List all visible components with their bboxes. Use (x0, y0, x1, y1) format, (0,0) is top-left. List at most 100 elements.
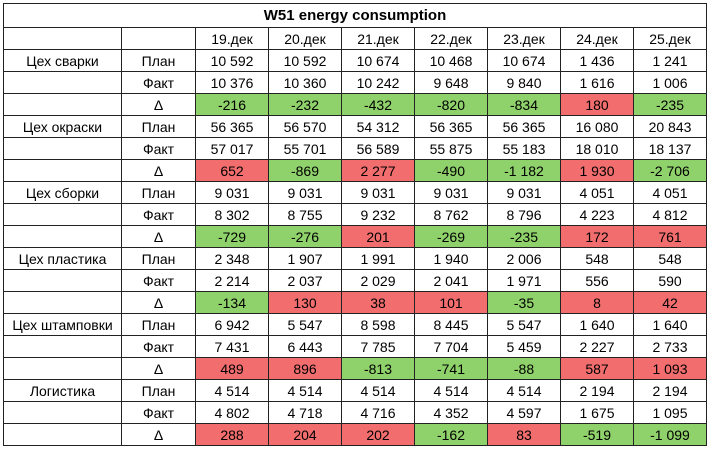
delta-cell: -134 (195, 291, 269, 314)
row-type-label: План (121, 247, 196, 270)
row-type-label: План (121, 379, 196, 402)
row-type-label: Факт (121, 203, 196, 226)
delta-cell: -88 (487, 357, 561, 380)
fact-value-cell: 10 360 (268, 71, 342, 94)
plan-value-cell: 2 006 (487, 247, 561, 270)
date-header: 23.дек (487, 27, 561, 50)
plan-value-cell: 4 514 (341, 379, 415, 402)
row-type-label: План (121, 181, 196, 204)
table-row: Факт 57 017 55 701 56 589 55 875 55 183 18 010… (3, 137, 707, 160)
delta-cell: 180 (560, 93, 634, 116)
shop-name-cell (3, 137, 122, 160)
delta-cell: -1 182 (487, 159, 561, 182)
table-body: Цех сварки План 10 592 10 592 10 674 10 468 10… (3, 49, 707, 446)
energy-table: W51 energy consumption 19.дек 20.дек 21.… (3, 3, 707, 446)
delta-cell: 38 (341, 291, 415, 314)
row-type-label: План (121, 115, 196, 138)
fact-value-cell: 9 648 (414, 71, 488, 94)
row-type-label: План (121, 313, 196, 336)
table-row: Цех сварки План 10 592 10 592 10 674 10 468 10… (3, 49, 707, 72)
plan-value-cell: 1 991 (341, 247, 415, 270)
fact-value-cell: 55 875 (414, 137, 488, 160)
plan-value-cell: 54 312 (341, 115, 415, 138)
plan-value-cell: 8 445 (414, 313, 488, 336)
fact-value-cell: 4 812 (633, 203, 707, 226)
delta-cell: -834 (487, 93, 561, 116)
delta-cell: -269 (414, 225, 488, 248)
table-row: Δ -729 -276 201 -269 -235 172 761 (3, 225, 707, 248)
delta-cell: -813 (341, 357, 415, 380)
delta-cell: -820 (414, 93, 488, 116)
table-row: Δ 489 896 -813 -741 -88 587 1 093 (3, 357, 707, 380)
table-row: Δ -134 130 38 101 -35 8 42 (3, 291, 707, 314)
plan-value-cell: 8 598 (341, 313, 415, 336)
fact-value-cell: 9 840 (487, 71, 561, 94)
fact-value-cell: 55 701 (268, 137, 342, 160)
table-row: Факт 10 376 10 360 10 242 9 648 9 840 1 616 1 0… (3, 71, 707, 94)
plan-value-cell: 4 514 (195, 379, 269, 402)
plan-value-cell: 56 365 (195, 115, 269, 138)
row-type-label: Δ (121, 93, 196, 116)
shop-name: Цех пластика (3, 247, 122, 270)
delta-cell: -729 (195, 225, 269, 248)
delta-cell: 42 (633, 291, 707, 314)
fact-value-cell: 55 183 (487, 137, 561, 160)
delta-cell: 83 (487, 423, 561, 446)
row-type-label: Δ (121, 357, 196, 380)
fact-value-cell: 1 675 (560, 401, 634, 424)
fact-value-cell: 2 733 (633, 335, 707, 358)
fact-value-cell: 1 616 (560, 71, 634, 94)
delta-cell: 201 (341, 225, 415, 248)
delta-cell: 652 (195, 159, 269, 182)
fact-value-cell: 5 459 (487, 335, 561, 358)
delta-cell: 761 (633, 225, 707, 248)
table-row: Факт 2 214 2 037 2 029 2 041 1 971 556 590 (3, 269, 707, 292)
plan-value-cell: 9 031 (195, 181, 269, 204)
delta-cell: -432 (341, 93, 415, 116)
delta-cell: -519 (560, 423, 634, 446)
plan-value-cell: 2 194 (633, 379, 707, 402)
shop-name-cell (3, 159, 122, 182)
shop-name-cell (3, 423, 122, 446)
fact-value-cell: 4 716 (341, 401, 415, 424)
plan-value-cell: 10 468 (414, 49, 488, 72)
row-type-label: Факт (121, 269, 196, 292)
date-header: 25.дек (633, 27, 707, 50)
row-type-label: Δ (121, 423, 196, 446)
delta-cell: 130 (268, 291, 342, 314)
delta-cell: -741 (414, 357, 488, 380)
delta-cell: 587 (560, 357, 634, 380)
shop-name-cell (3, 401, 122, 424)
row-type-label: Δ (121, 291, 196, 314)
plan-value-cell: 6 942 (195, 313, 269, 336)
fact-value-cell: 1 971 (487, 269, 561, 292)
shop-name-cell (3, 225, 122, 248)
row-type-label: Факт (121, 71, 196, 94)
plan-value-cell: 56 365 (487, 115, 561, 138)
plan-value-cell: 5 547 (487, 313, 561, 336)
plan-value-cell: 10 592 (268, 49, 342, 72)
fact-value-cell: 7 704 (414, 335, 488, 358)
date-header: 22.дек (414, 27, 488, 50)
plan-value-cell: 4 514 (487, 379, 561, 402)
delta-cell: 1 930 (560, 159, 634, 182)
fact-value-cell: 2 029 (341, 269, 415, 292)
fact-value-cell: 8 762 (414, 203, 488, 226)
fact-value-cell: 10 242 (341, 71, 415, 94)
fact-value-cell: 4 802 (195, 401, 269, 424)
delta-cell: -35 (487, 291, 561, 314)
fact-value-cell: 2 037 (268, 269, 342, 292)
delta-cell: 204 (268, 423, 342, 446)
plan-value-cell: 4 051 (560, 181, 634, 204)
fact-value-cell: 2 227 (560, 335, 634, 358)
fact-value-cell: 590 (633, 269, 707, 292)
table-row: Δ 652 -869 2 277 -490 -1 182 1 930 -2 706 (3, 159, 707, 182)
date-header: 20.дек (268, 27, 342, 50)
plan-value-cell: 10 674 (341, 49, 415, 72)
table-title: W51 energy consumption (3, 3, 707, 28)
fact-value-cell: 1 095 (633, 401, 707, 424)
row-type-label: Δ (121, 159, 196, 182)
plan-value-cell: 9 031 (414, 181, 488, 204)
delta-cell: 489 (195, 357, 269, 380)
shop-name: Логистика (3, 379, 122, 402)
